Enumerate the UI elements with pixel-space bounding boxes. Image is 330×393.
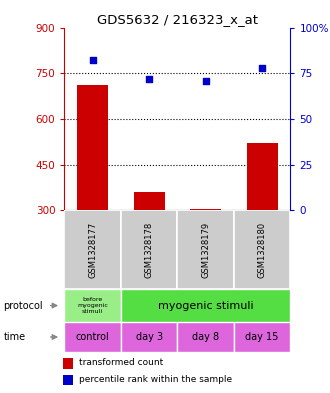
Text: GSM1328177: GSM1328177	[88, 221, 97, 278]
Title: GDS5632 / 216323_x_at: GDS5632 / 216323_x_at	[97, 13, 258, 26]
Bar	[234, 322, 290, 352]
Text: day 8: day 8	[192, 332, 219, 342]
Text: GSM1328180: GSM1328180	[258, 222, 267, 277]
Point	[203, 77, 208, 84]
Bar	[64, 210, 121, 289]
Text: protocol: protocol	[3, 301, 43, 310]
Point	[259, 64, 265, 71]
Point	[90, 57, 95, 64]
Bar	[77, 85, 108, 210]
Text: time: time	[3, 332, 25, 342]
Text: percentile rank within the sample: percentile rank within the sample	[80, 375, 233, 384]
Bar	[247, 143, 278, 210]
Bar	[121, 210, 178, 289]
Bar	[63, 375, 73, 385]
Bar	[178, 322, 234, 352]
Text: before
myogenic
stimuli: before myogenic stimuli	[77, 297, 108, 314]
Text: GSM1328178: GSM1328178	[145, 221, 154, 278]
Bar	[178, 210, 234, 289]
Text: day 3: day 3	[136, 332, 163, 342]
Bar	[64, 289, 121, 322]
Text: transformed count: transformed count	[80, 358, 164, 367]
Point	[147, 75, 152, 82]
Bar	[121, 289, 290, 322]
Bar	[121, 322, 178, 352]
Bar	[190, 209, 221, 210]
Bar	[63, 358, 73, 369]
Bar	[64, 322, 121, 352]
Text: day 15: day 15	[246, 332, 279, 342]
Text: control: control	[76, 332, 110, 342]
Text: myogenic stimuli: myogenic stimuli	[158, 301, 253, 310]
Text: GSM1328179: GSM1328179	[201, 222, 210, 277]
Bar	[134, 192, 165, 210]
Bar	[234, 210, 290, 289]
